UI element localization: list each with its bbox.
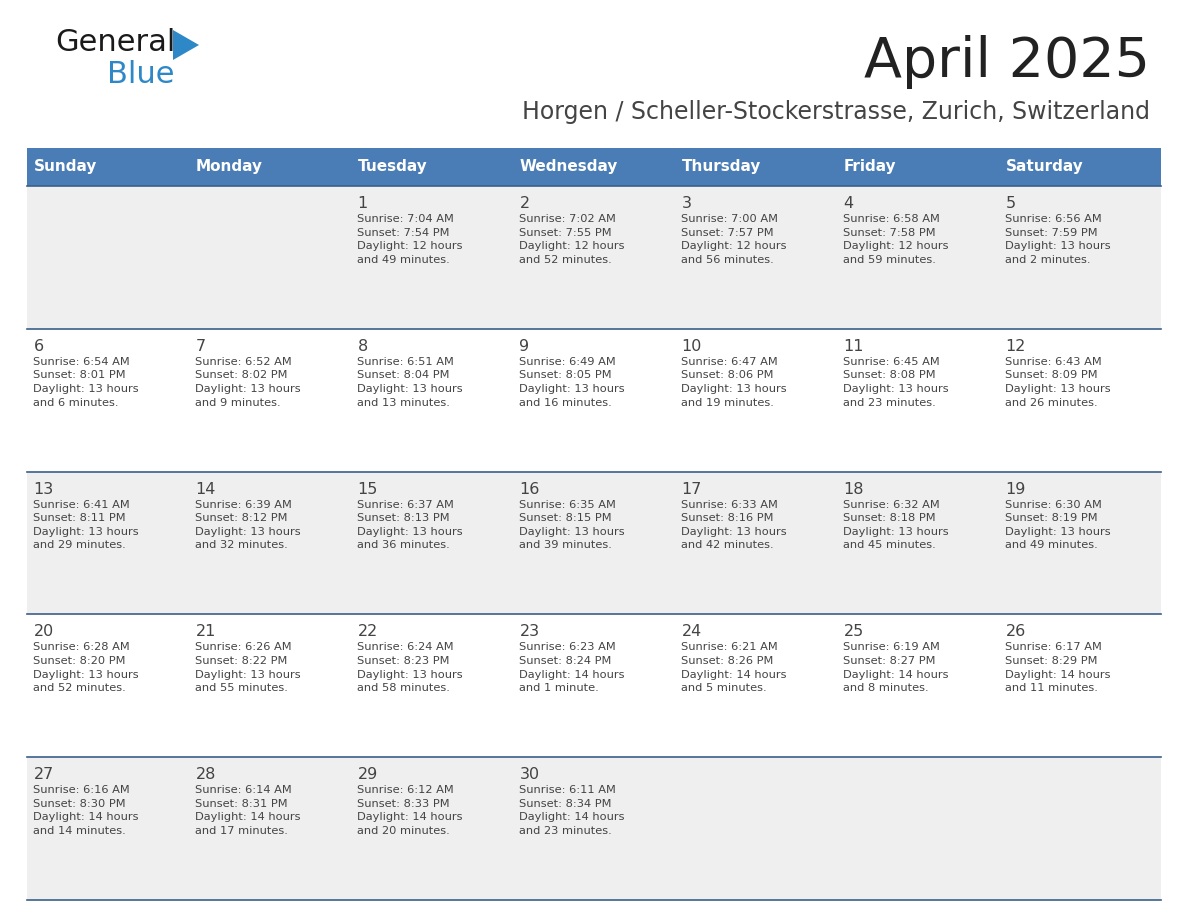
Text: Sunrise: 6:56 AM
Sunset: 7:59 PM
Daylight: 13 hours
and 2 minutes.: Sunrise: 6:56 AM Sunset: 7:59 PM Dayligh…	[1005, 214, 1111, 264]
Text: Sunrise: 6:11 AM
Sunset: 8:34 PM
Daylight: 14 hours
and 23 minutes.: Sunrise: 6:11 AM Sunset: 8:34 PM Dayligh…	[519, 785, 625, 836]
Text: 4: 4	[843, 196, 854, 211]
Text: 18: 18	[843, 482, 864, 497]
Text: Horgen / Scheller-Stockerstrasse, Zurich, Switzerland: Horgen / Scheller-Stockerstrasse, Zurich…	[522, 100, 1150, 124]
Text: Sunrise: 6:14 AM
Sunset: 8:31 PM
Daylight: 14 hours
and 17 minutes.: Sunrise: 6:14 AM Sunset: 8:31 PM Dayligh…	[196, 785, 301, 836]
Text: 22: 22	[358, 624, 378, 640]
Text: 23: 23	[519, 624, 539, 640]
Text: Sunrise: 6:45 AM
Sunset: 8:08 PM
Daylight: 13 hours
and 23 minutes.: Sunrise: 6:45 AM Sunset: 8:08 PM Dayligh…	[843, 357, 949, 408]
Text: Sunrise: 6:35 AM
Sunset: 8:15 PM
Daylight: 13 hours
and 39 minutes.: Sunrise: 6:35 AM Sunset: 8:15 PM Dayligh…	[519, 499, 625, 551]
Text: April 2025: April 2025	[864, 35, 1150, 89]
Text: 1: 1	[358, 196, 368, 211]
Text: 10: 10	[682, 339, 702, 353]
Text: Sunrise: 6:52 AM
Sunset: 8:02 PM
Daylight: 13 hours
and 9 minutes.: Sunrise: 6:52 AM Sunset: 8:02 PM Dayligh…	[196, 357, 301, 408]
Text: 29: 29	[358, 767, 378, 782]
Text: Sunrise: 6:24 AM
Sunset: 8:23 PM
Daylight: 13 hours
and 58 minutes.: Sunrise: 6:24 AM Sunset: 8:23 PM Dayligh…	[358, 643, 463, 693]
Text: Sunrise: 6:51 AM
Sunset: 8:04 PM
Daylight: 13 hours
and 13 minutes.: Sunrise: 6:51 AM Sunset: 8:04 PM Dayligh…	[358, 357, 463, 408]
Bar	[27, 757, 1161, 900]
Text: Sunrise: 6:21 AM
Sunset: 8:26 PM
Daylight: 14 hours
and 5 minutes.: Sunrise: 6:21 AM Sunset: 8:26 PM Dayligh…	[682, 643, 786, 693]
Text: Sunrise: 6:54 AM
Sunset: 8:01 PM
Daylight: 13 hours
and 6 minutes.: Sunrise: 6:54 AM Sunset: 8:01 PM Dayligh…	[33, 357, 139, 408]
Text: Sunrise: 7:04 AM
Sunset: 7:54 PM
Daylight: 12 hours
and 49 minutes.: Sunrise: 7:04 AM Sunset: 7:54 PM Dayligh…	[358, 214, 463, 264]
Text: Sunrise: 6:37 AM
Sunset: 8:13 PM
Daylight: 13 hours
and 36 minutes.: Sunrise: 6:37 AM Sunset: 8:13 PM Dayligh…	[358, 499, 463, 551]
Text: 17: 17	[682, 482, 702, 497]
Text: 7: 7	[196, 339, 206, 353]
Text: Sunday: Sunday	[33, 160, 97, 174]
Text: 24: 24	[682, 624, 702, 640]
Text: Sunrise: 6:17 AM
Sunset: 8:29 PM
Daylight: 14 hours
and 11 minutes.: Sunrise: 6:17 AM Sunset: 8:29 PM Dayligh…	[1005, 643, 1111, 693]
Text: General: General	[55, 28, 176, 57]
Text: 3: 3	[682, 196, 691, 211]
Bar	[27, 472, 1161, 614]
Bar	[27, 614, 1161, 757]
Text: Sunrise: 6:47 AM
Sunset: 8:06 PM
Daylight: 13 hours
and 19 minutes.: Sunrise: 6:47 AM Sunset: 8:06 PM Dayligh…	[682, 357, 788, 408]
Bar	[27, 329, 1161, 472]
Text: Sunrise: 6:28 AM
Sunset: 8:20 PM
Daylight: 13 hours
and 52 minutes.: Sunrise: 6:28 AM Sunset: 8:20 PM Dayligh…	[33, 643, 139, 693]
Text: Monday: Monday	[196, 160, 263, 174]
Text: 6: 6	[33, 339, 44, 353]
Text: Sunrise: 7:00 AM
Sunset: 7:57 PM
Daylight: 12 hours
and 56 minutes.: Sunrise: 7:00 AM Sunset: 7:57 PM Dayligh…	[682, 214, 786, 264]
Text: Sunrise: 6:23 AM
Sunset: 8:24 PM
Daylight: 14 hours
and 1 minute.: Sunrise: 6:23 AM Sunset: 8:24 PM Dayligh…	[519, 643, 625, 693]
Text: Sunrise: 6:49 AM
Sunset: 8:05 PM
Daylight: 13 hours
and 16 minutes.: Sunrise: 6:49 AM Sunset: 8:05 PM Dayligh…	[519, 357, 625, 408]
Text: Sunrise: 6:43 AM
Sunset: 8:09 PM
Daylight: 13 hours
and 26 minutes.: Sunrise: 6:43 AM Sunset: 8:09 PM Dayligh…	[1005, 357, 1111, 408]
Text: Sunrise: 6:16 AM
Sunset: 8:30 PM
Daylight: 14 hours
and 14 minutes.: Sunrise: 6:16 AM Sunset: 8:30 PM Dayligh…	[33, 785, 139, 836]
Text: 27: 27	[33, 767, 53, 782]
Text: Sunrise: 6:30 AM
Sunset: 8:19 PM
Daylight: 13 hours
and 49 minutes.: Sunrise: 6:30 AM Sunset: 8:19 PM Dayligh…	[1005, 499, 1111, 551]
Text: Friday: Friday	[843, 160, 896, 174]
Text: Saturday: Saturday	[1005, 160, 1083, 174]
Text: 26: 26	[1005, 624, 1025, 640]
Text: 19: 19	[1005, 482, 1026, 497]
Text: Sunrise: 6:33 AM
Sunset: 8:16 PM
Daylight: 13 hours
and 42 minutes.: Sunrise: 6:33 AM Sunset: 8:16 PM Dayligh…	[682, 499, 788, 551]
Text: Thursday: Thursday	[682, 160, 760, 174]
Text: 5: 5	[1005, 196, 1016, 211]
Text: Tuesday: Tuesday	[358, 160, 428, 174]
Text: 9: 9	[519, 339, 530, 353]
Text: 21: 21	[196, 624, 216, 640]
Text: 12: 12	[1005, 339, 1026, 353]
Text: Sunrise: 6:19 AM
Sunset: 8:27 PM
Daylight: 14 hours
and 8 minutes.: Sunrise: 6:19 AM Sunset: 8:27 PM Dayligh…	[843, 643, 949, 693]
Text: Sunrise: 6:58 AM
Sunset: 7:58 PM
Daylight: 12 hours
and 59 minutes.: Sunrise: 6:58 AM Sunset: 7:58 PM Dayligh…	[843, 214, 949, 264]
Text: Sunrise: 6:41 AM
Sunset: 8:11 PM
Daylight: 13 hours
and 29 minutes.: Sunrise: 6:41 AM Sunset: 8:11 PM Dayligh…	[33, 499, 139, 551]
Text: Sunrise: 7:02 AM
Sunset: 7:55 PM
Daylight: 12 hours
and 52 minutes.: Sunrise: 7:02 AM Sunset: 7:55 PM Dayligh…	[519, 214, 625, 264]
Bar	[27, 148, 1161, 186]
Text: 8: 8	[358, 339, 368, 353]
Text: Sunrise: 6:12 AM
Sunset: 8:33 PM
Daylight: 14 hours
and 20 minutes.: Sunrise: 6:12 AM Sunset: 8:33 PM Dayligh…	[358, 785, 463, 836]
Text: 11: 11	[843, 339, 864, 353]
Text: Blue: Blue	[107, 60, 175, 89]
Text: 2: 2	[519, 196, 530, 211]
Text: 30: 30	[519, 767, 539, 782]
Text: 20: 20	[33, 624, 53, 640]
Text: 25: 25	[843, 624, 864, 640]
Text: Sunrise: 6:32 AM
Sunset: 8:18 PM
Daylight: 13 hours
and 45 minutes.: Sunrise: 6:32 AM Sunset: 8:18 PM Dayligh…	[843, 499, 949, 551]
Text: Wednesday: Wednesday	[519, 160, 618, 174]
Text: 13: 13	[33, 482, 53, 497]
Text: Sunrise: 6:26 AM
Sunset: 8:22 PM
Daylight: 13 hours
and 55 minutes.: Sunrise: 6:26 AM Sunset: 8:22 PM Dayligh…	[196, 643, 301, 693]
Polygon shape	[173, 30, 200, 60]
Text: Sunrise: 6:39 AM
Sunset: 8:12 PM
Daylight: 13 hours
and 32 minutes.: Sunrise: 6:39 AM Sunset: 8:12 PM Dayligh…	[196, 499, 301, 551]
Bar	[27, 186, 1161, 329]
Text: 14: 14	[196, 482, 216, 497]
Text: 28: 28	[196, 767, 216, 782]
Text: 15: 15	[358, 482, 378, 497]
Text: 16: 16	[519, 482, 539, 497]
